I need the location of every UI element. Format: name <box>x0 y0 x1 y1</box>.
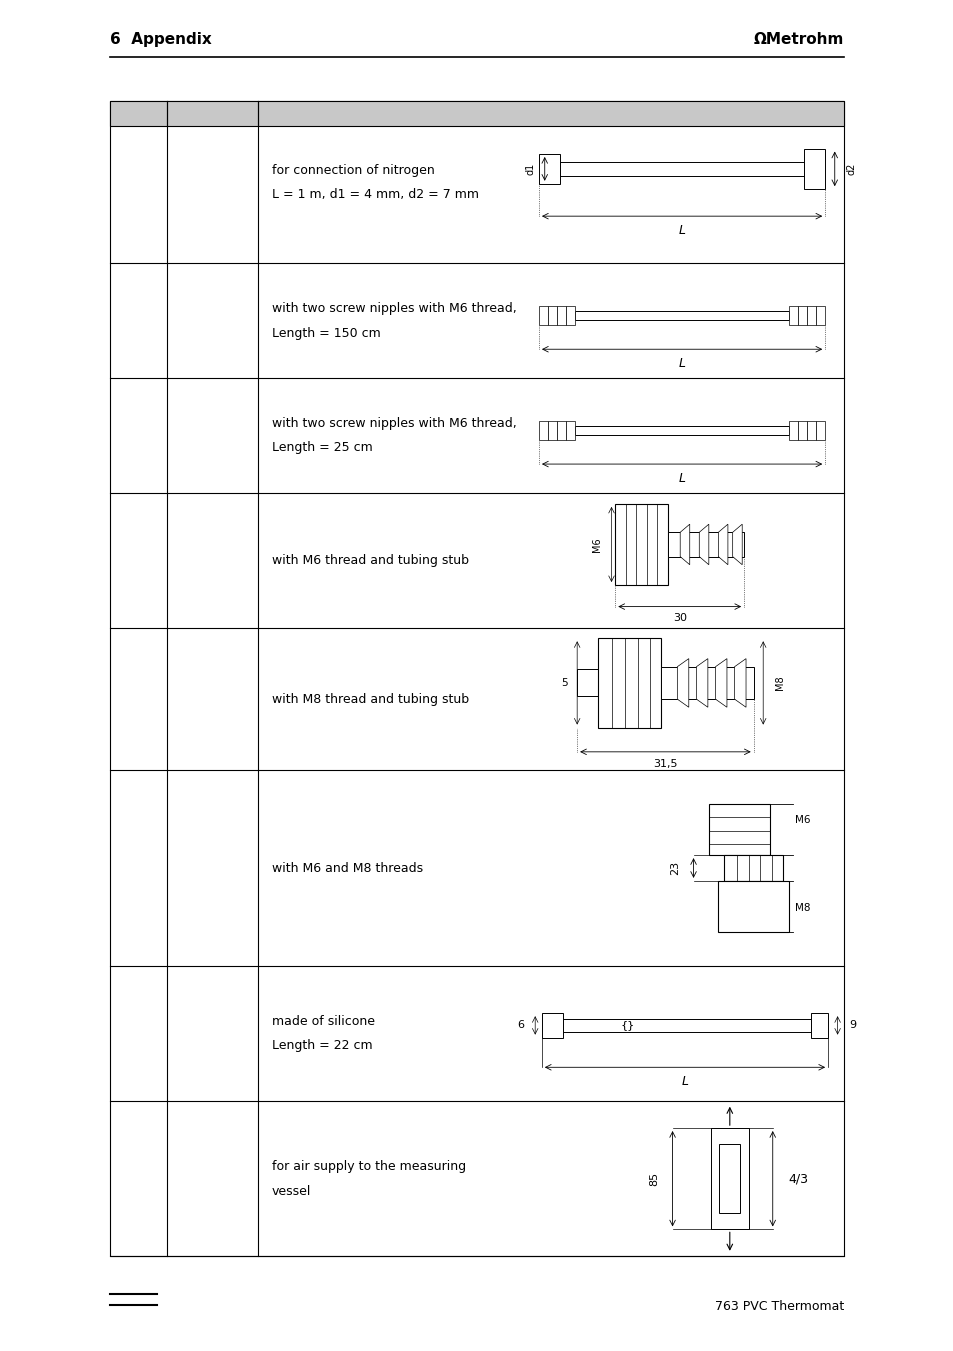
Text: 4/3: 4/3 <box>787 1173 807 1185</box>
Polygon shape <box>723 855 782 881</box>
Text: with M6 and M8 threads: with M6 and M8 threads <box>272 862 422 874</box>
Text: d1: d1 <box>525 162 535 176</box>
Text: with two screw nipples with M6 thread,: with two screw nipples with M6 thread, <box>272 303 517 315</box>
Polygon shape <box>547 307 556 326</box>
Text: Length = 22 cm: Length = 22 cm <box>272 1039 372 1052</box>
Polygon shape <box>547 422 556 440</box>
Text: M8: M8 <box>794 902 809 913</box>
Text: L = 1 m, d1 = 4 mm, d2 = 7 mm: L = 1 m, d1 = 4 mm, d2 = 7 mm <box>272 188 478 201</box>
Polygon shape <box>719 1144 740 1213</box>
Polygon shape <box>710 1128 748 1229</box>
Polygon shape <box>538 307 547 326</box>
Polygon shape <box>806 422 815 440</box>
Text: M6: M6 <box>794 815 809 824</box>
Text: 5: 5 <box>560 678 567 688</box>
Text: with M6 thread and tubing stub: with M6 thread and tubing stub <box>272 554 468 567</box>
Polygon shape <box>696 659 707 708</box>
Text: 763 PVC Thermomat: 763 PVC Thermomat <box>715 1300 843 1313</box>
Polygon shape <box>677 659 688 708</box>
Text: d2: d2 <box>845 162 855 176</box>
Polygon shape <box>810 1013 827 1038</box>
Text: 6: 6 <box>517 1020 524 1031</box>
Text: L: L <box>678 358 685 370</box>
Polygon shape <box>788 307 797 326</box>
Polygon shape <box>718 881 788 932</box>
Polygon shape <box>797 307 805 326</box>
Polygon shape <box>797 422 805 440</box>
Text: 31,5: 31,5 <box>653 759 677 769</box>
Text: L: L <box>678 473 685 485</box>
Polygon shape <box>803 149 824 189</box>
Text: Length = 150 cm: Length = 150 cm <box>272 327 380 339</box>
Text: for air supply to the measuring: for air supply to the measuring <box>272 1161 465 1173</box>
Polygon shape <box>562 1019 810 1032</box>
Text: made of silicone: made of silicone <box>272 1015 375 1028</box>
Polygon shape <box>815 307 823 326</box>
Text: M6: M6 <box>592 538 601 551</box>
Polygon shape <box>541 1013 562 1038</box>
Polygon shape <box>110 101 843 126</box>
Polygon shape <box>667 532 743 557</box>
Text: L: L <box>678 224 685 238</box>
Text: M8: M8 <box>774 676 783 690</box>
Polygon shape <box>699 524 708 565</box>
Polygon shape <box>575 426 788 435</box>
Polygon shape <box>734 659 745 708</box>
Text: ΩMetrohm: ΩMetrohm <box>753 32 843 47</box>
Polygon shape <box>565 307 574 326</box>
Polygon shape <box>679 524 689 565</box>
Text: vessel: vessel <box>272 1185 311 1197</box>
Polygon shape <box>615 504 667 585</box>
Text: Length = 25 cm: Length = 25 cm <box>272 442 373 454</box>
Text: for connection of nitrogen: for connection of nitrogen <box>272 163 435 177</box>
Polygon shape <box>708 804 769 855</box>
Polygon shape <box>577 669 598 697</box>
Text: with M8 thread and tubing stub: with M8 thread and tubing stub <box>272 693 469 705</box>
Text: L: L <box>680 1075 688 1089</box>
Polygon shape <box>557 422 565 440</box>
Polygon shape <box>575 311 788 320</box>
Polygon shape <box>788 422 797 440</box>
Text: 23: 23 <box>670 861 679 875</box>
Polygon shape <box>559 162 803 176</box>
Text: {}: {} <box>620 1020 634 1031</box>
Text: 85: 85 <box>649 1171 659 1186</box>
Polygon shape <box>557 307 565 326</box>
Polygon shape <box>660 666 753 700</box>
Text: 30: 30 <box>672 613 686 623</box>
Polygon shape <box>718 524 727 565</box>
Polygon shape <box>538 154 559 184</box>
Polygon shape <box>815 422 823 440</box>
Polygon shape <box>732 524 741 565</box>
Polygon shape <box>598 638 660 727</box>
Polygon shape <box>715 659 726 708</box>
Polygon shape <box>806 307 815 326</box>
Polygon shape <box>538 422 547 440</box>
Polygon shape <box>565 422 574 440</box>
Text: 6  Appendix: 6 Appendix <box>110 32 212 47</box>
Text: with two screw nipples with M6 thread,: with two screw nipples with M6 thread, <box>272 417 517 430</box>
Text: 9: 9 <box>848 1020 855 1031</box>
